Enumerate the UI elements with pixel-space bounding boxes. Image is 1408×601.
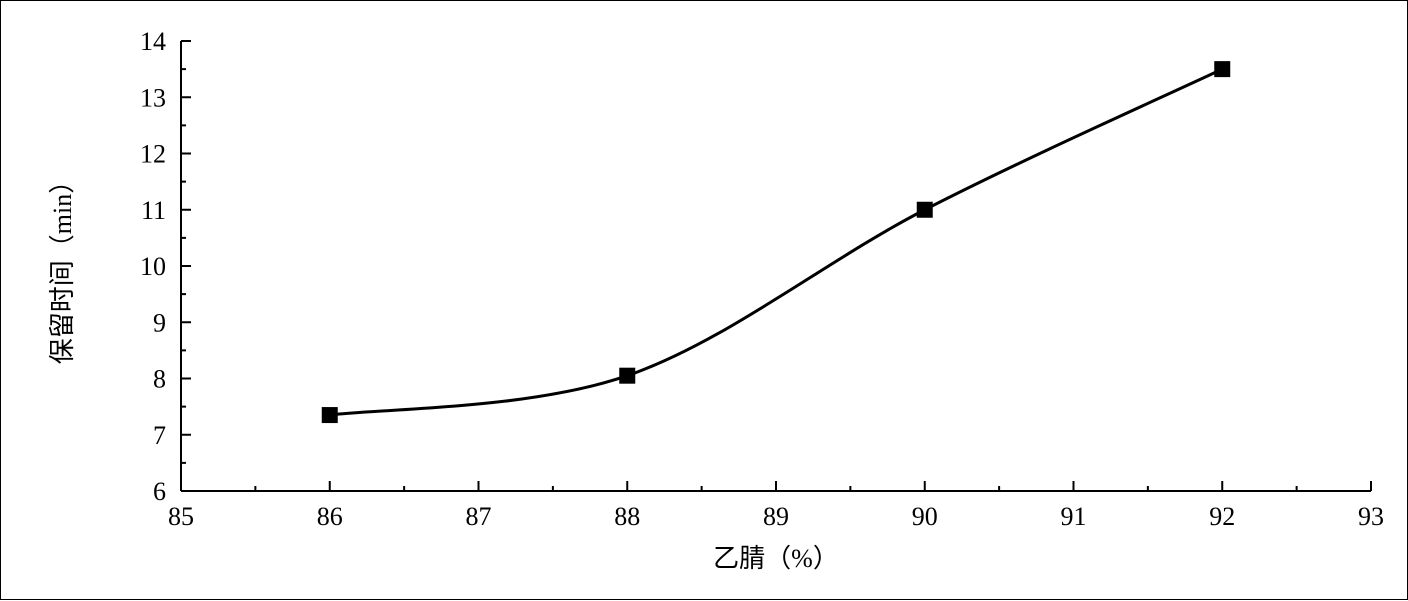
x-tick-label: 86 (317, 502, 343, 531)
y-tick-label: 8 (153, 365, 166, 394)
y-tick-label: 10 (140, 252, 166, 281)
y-axis-label: 保留时间（min） (48, 168, 77, 364)
y-tick-label: 14 (140, 27, 166, 56)
data-marker (619, 368, 635, 384)
x-tick-label: 93 (1358, 502, 1384, 531)
x-tick-label: 92 (1209, 502, 1235, 531)
y-tick-label: 9 (153, 308, 166, 337)
y-tick-label: 6 (153, 477, 166, 506)
data-marker (322, 407, 338, 423)
chart-svg: 85868788899091929367891011121314乙腈（%）保留时… (1, 1, 1408, 601)
x-axis-label: 乙腈（%） (713, 544, 839, 573)
data-marker (917, 202, 933, 218)
y-tick-label: 11 (141, 196, 166, 225)
x-tick-label: 88 (614, 502, 640, 531)
x-tick-label: 85 (168, 502, 194, 531)
chart-container: 85868788899091929367891011121314乙腈（%）保留时… (0, 0, 1408, 600)
series-line (330, 69, 1223, 415)
x-tick-label: 89 (763, 502, 789, 531)
x-tick-label: 90 (912, 502, 938, 531)
x-tick-label: 91 (1061, 502, 1087, 531)
y-tick-label: 12 (140, 140, 166, 169)
y-tick-label: 13 (140, 83, 166, 112)
y-tick-label: 7 (153, 421, 166, 450)
x-tick-label: 87 (466, 502, 492, 531)
data-marker (1214, 61, 1230, 77)
